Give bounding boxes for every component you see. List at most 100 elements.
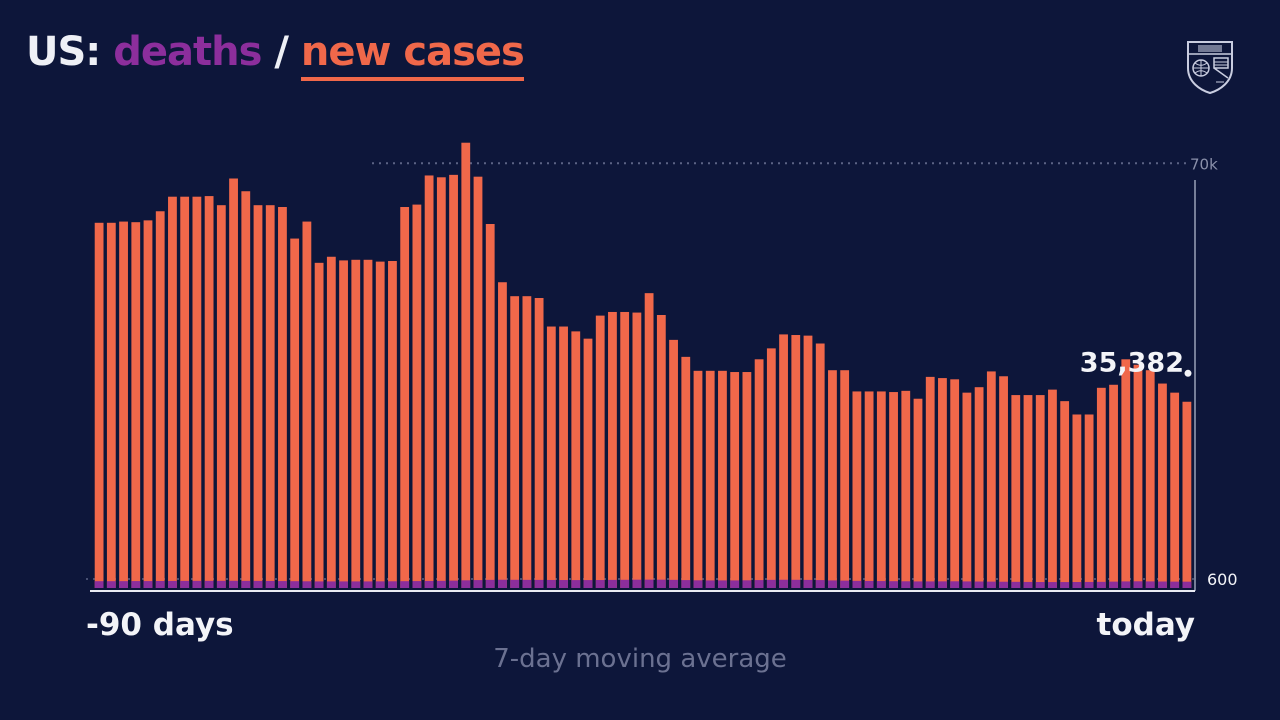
x-end-label: today: [1097, 607, 1195, 643]
new-cases-bar: [730, 372, 740, 588]
new-cases-bar: [1023, 395, 1033, 588]
new-cases-bar: [828, 370, 837, 588]
new-cases-bar: [632, 312, 642, 588]
deaths-bar: [681, 580, 691, 588]
deaths-bar: [106, 581, 116, 588]
deaths-bar: [1023, 581, 1033, 588]
new-cases-bar: [339, 260, 348, 588]
deaths-bar: [473, 580, 483, 588]
new-cases-bar: [498, 282, 507, 588]
x-start-label: -90 days: [86, 607, 234, 643]
deaths-bar: [864, 580, 874, 588]
deaths-bar: [351, 581, 361, 588]
new-cases-bar: [229, 178, 238, 588]
deaths-bar: [693, 580, 703, 588]
deaths-bar: [913, 581, 923, 588]
deaths-bar: [828, 580, 837, 588]
deaths-bar: [412, 581, 422, 588]
new-cases-bar: [143, 220, 153, 589]
new-cases-bar: [791, 335, 801, 588]
latest-value-dot: [1184, 369, 1192, 377]
new-cases-bar: [1182, 401, 1192, 588]
new-cases-bar: [473, 176, 483, 588]
new-cases-bar: [840, 370, 850, 588]
deaths-bar: [339, 581, 348, 588]
new-cases-bar: [620, 311, 630, 588]
new-cases-bar: [436, 177, 446, 589]
new-cases-bar: [449, 174, 458, 589]
deaths-bar: [510, 579, 520, 588]
deaths-bar: [241, 580, 251, 588]
new-cases-bar: [852, 391, 862, 588]
deaths-bar: [1170, 581, 1180, 588]
new-cases-bar: [559, 326, 568, 588]
deaths-bar: [1158, 581, 1167, 588]
new-cases-bar: [314, 262, 324, 588]
deaths-bar: [155, 581, 165, 588]
deaths-bar: [779, 579, 788, 588]
deaths-bar: [718, 580, 727, 588]
new-cases-bar: [94, 222, 104, 589]
new-cases-bar: [351, 259, 361, 588]
new-cases-bar: [1060, 401, 1070, 588]
y-tick-70k: 70k: [1190, 155, 1218, 173]
deaths-bars: [94, 579, 1192, 589]
new-cases-bar: [192, 196, 202, 588]
new-cases-bar: [962, 392, 972, 588]
deaths-bar: [119, 581, 128, 589]
new-cases-bar: [999, 376, 1008, 588]
new-cases-bar: [1133, 364, 1143, 588]
new-cases-bar: [1072, 414, 1082, 588]
new-cases-bar: [644, 293, 654, 588]
deaths-bar: [1072, 582, 1082, 588]
new-cases-bar: [1121, 359, 1131, 588]
deaths-bar: [1048, 582, 1057, 588]
new-cases-bar: [1145, 370, 1155, 588]
deaths-bar: [314, 581, 324, 588]
new-cases-toggle[interactable]: new cases: [300, 29, 525, 81]
new-cases-bar: [424, 175, 434, 588]
new-cases-bar: [693, 370, 703, 588]
deaths-bar: [485, 579, 495, 588]
deaths-bar: [656, 579, 666, 588]
new-cases-bar: [742, 372, 752, 588]
deaths-bar: [265, 580, 275, 588]
deaths-bar: [938, 581, 947, 588]
deaths-bar: [742, 580, 752, 588]
new-cases-bar: [1084, 414, 1094, 588]
new-cases-bar: [363, 259, 373, 588]
deaths-bar: [1145, 581, 1155, 588]
deaths-bar: [131, 581, 141, 588]
deaths-bar: [290, 581, 300, 588]
deaths-bar: [216, 580, 226, 588]
chart-title: US: deaths / new cases: [26, 26, 525, 82]
new-cases-bar: [669, 339, 678, 588]
deaths-toggle[interactable]: deaths: [113, 29, 262, 75]
new-cases-bar: [705, 370, 715, 588]
new-cases-bar: [461, 142, 471, 588]
new-cases-bar: [754, 359, 764, 588]
deaths-bar: [986, 581, 996, 588]
deaths-bar: [363, 581, 373, 588]
deaths-bar: [1096, 581, 1106, 588]
deaths-bar: [901, 581, 911, 588]
deaths-bar: [950, 581, 960, 588]
new-cases-bar: [119, 221, 128, 588]
new-cases-bar: [681, 356, 691, 588]
deaths-bar: [1084, 581, 1094, 588]
deaths-bar: [1035, 582, 1045, 588]
deaths-bar: [620, 579, 630, 588]
new-cases-bar: [986, 371, 996, 588]
deaths-bar: [889, 581, 898, 588]
deaths-bar: [791, 579, 801, 588]
new-cases-bar: [876, 391, 886, 588]
new-cases-bar: [412, 204, 422, 588]
university-shield-icon: [1187, 41, 1233, 94]
deaths-bar: [534, 579, 544, 588]
new-cases-bar: [938, 378, 947, 588]
new-cases-bar: [889, 392, 898, 588]
new-cases-bar: [608, 311, 617, 588]
new-cases-bar: [1109, 384, 1118, 588]
new-cases-bar: [400, 207, 410, 588]
new-cases-bar: [302, 221, 312, 588]
